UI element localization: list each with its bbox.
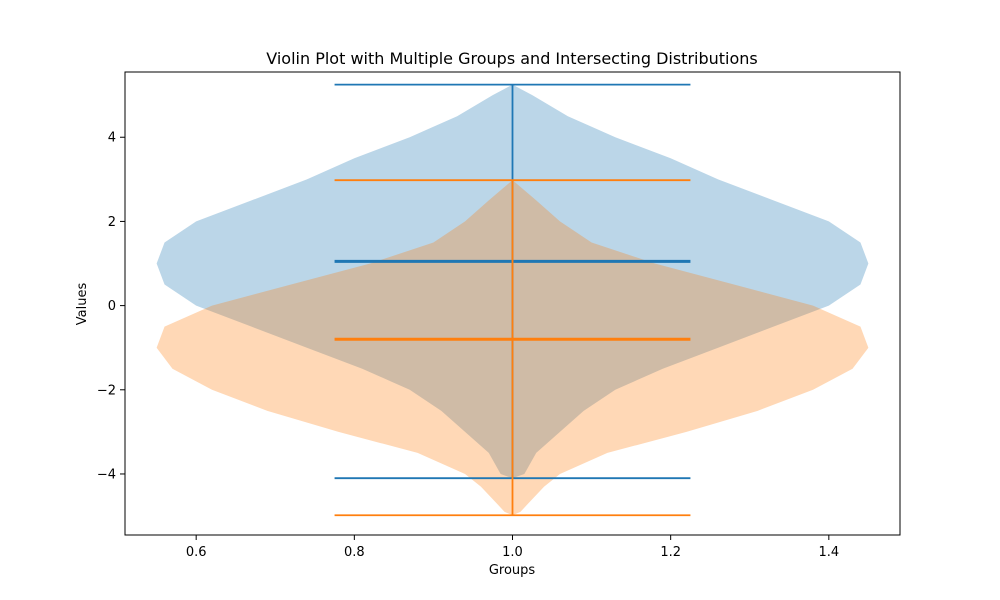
y-tick-label: −2 xyxy=(97,383,116,398)
x-tick-label: 1.2 xyxy=(660,545,681,560)
x-tick-label: 1.4 xyxy=(818,545,839,560)
y-axis-ticks: −4 −2 0 2 4 xyxy=(97,131,125,482)
y-tick-label: 2 xyxy=(108,215,116,230)
y-axis-label: Values xyxy=(75,283,90,326)
violin-statistics xyxy=(334,83,691,517)
x-axis-label: Groups xyxy=(489,563,536,578)
x-tick-label: 1.0 xyxy=(502,545,523,560)
x-tick-label: 0.6 xyxy=(186,545,207,560)
y-tick-label: −4 xyxy=(97,467,116,482)
x-tick-label: 0.8 xyxy=(344,545,365,560)
x-axis-ticks: 0.6 0.8 1.0 1.2 1.4 xyxy=(186,535,839,560)
chart-title: Violin Plot with Multiple Groups and Int… xyxy=(266,49,758,68)
y-tick-label: 4 xyxy=(108,131,116,146)
y-tick-label: 0 xyxy=(108,299,116,314)
